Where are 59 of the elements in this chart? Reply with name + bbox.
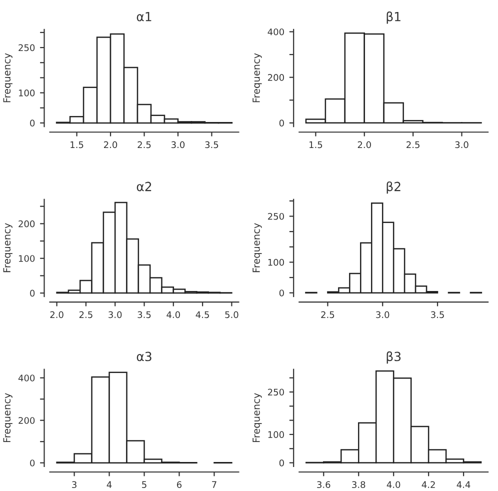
y-axis-title: Frequency xyxy=(252,393,262,442)
x-tick-label: 3.8 xyxy=(352,481,366,488)
x-tick-label: 6 xyxy=(176,481,182,488)
y-axis-title: Frequency xyxy=(252,223,262,272)
y-tick-label: 250 xyxy=(268,212,284,220)
x-tick-label: 5 xyxy=(142,481,146,488)
x-tick-label: 2.5 xyxy=(79,311,92,318)
y-tick-label: 0 xyxy=(30,460,35,466)
y-tick-label: 250 xyxy=(18,44,35,52)
chart-title: β1 xyxy=(386,12,400,24)
x-tick-label: 3.6 xyxy=(317,481,330,488)
y-tick-label: 100 xyxy=(268,258,284,266)
x-tick-label: 4.2 xyxy=(422,481,435,488)
x-tick-label: 3.0 xyxy=(376,311,390,318)
x-tick-label: 3.5 xyxy=(138,311,151,318)
y-axis-title: Frequency xyxy=(3,53,12,102)
y-axis-title: Frequency xyxy=(3,393,12,442)
y-tick-label: 200 xyxy=(18,220,35,228)
x-tick-label: 3.5 xyxy=(205,141,218,148)
x-tick-label: 4.0 xyxy=(166,311,180,318)
x-tick-label: 4.0 xyxy=(386,481,400,488)
x-tick-label: 2.5 xyxy=(138,141,151,148)
x-tick-label: 2.0 xyxy=(358,141,371,148)
x-tick-label: 3.0 xyxy=(455,141,468,148)
y-tick-label: 400 xyxy=(18,374,35,382)
y-tick-label: 0 xyxy=(279,460,284,466)
y-tick-label: 100 xyxy=(268,431,284,438)
chart-title: α1 xyxy=(136,12,152,22)
x-tick-label: 4.5 xyxy=(196,311,209,318)
x-tick-label: 1.5 xyxy=(310,141,322,148)
x-tick-label: 3.0 xyxy=(108,311,122,318)
y-tick-label: 0 xyxy=(30,290,35,297)
x-tick-label: 3.5 xyxy=(431,311,444,318)
chart-title: β3 xyxy=(386,351,401,364)
y-tick-label: 200 xyxy=(18,417,35,424)
y-tick-label: 400 xyxy=(268,28,284,36)
x-tick-label: 3.0 xyxy=(171,141,185,148)
y-axis-title: Frequency xyxy=(3,223,12,272)
x-tick-label: 4 xyxy=(106,481,112,488)
x-tick-label: 5.0 xyxy=(225,311,238,318)
y-tick-label: 0 xyxy=(279,290,284,296)
chart-title: β2 xyxy=(386,181,400,194)
x-tick-label: 2.5 xyxy=(406,141,420,148)
x-tick-label: 1.5 xyxy=(70,141,84,148)
x-tick-label: 4.4 xyxy=(456,481,470,488)
y-tick-label: 250 xyxy=(268,388,284,396)
x-tick-label: 3 xyxy=(72,481,76,488)
y-tick-label: 0 xyxy=(30,120,35,127)
y-tick-label: 100 xyxy=(18,255,35,262)
x-tick-label: 2.0 xyxy=(104,141,118,148)
x-tick-label: 7 xyxy=(212,481,216,488)
y-tick-label: 100 xyxy=(18,90,35,96)
y-axis-title: Frequency xyxy=(252,53,262,102)
chart-title: α2 xyxy=(136,182,152,192)
chart-title: α3 xyxy=(136,352,152,362)
y-tick-label: 0 xyxy=(279,120,284,126)
x-tick-label: 2.0 xyxy=(50,311,64,318)
y-tick-label: 200 xyxy=(268,74,284,81)
x-tick-label: 2.5 xyxy=(321,311,334,318)
